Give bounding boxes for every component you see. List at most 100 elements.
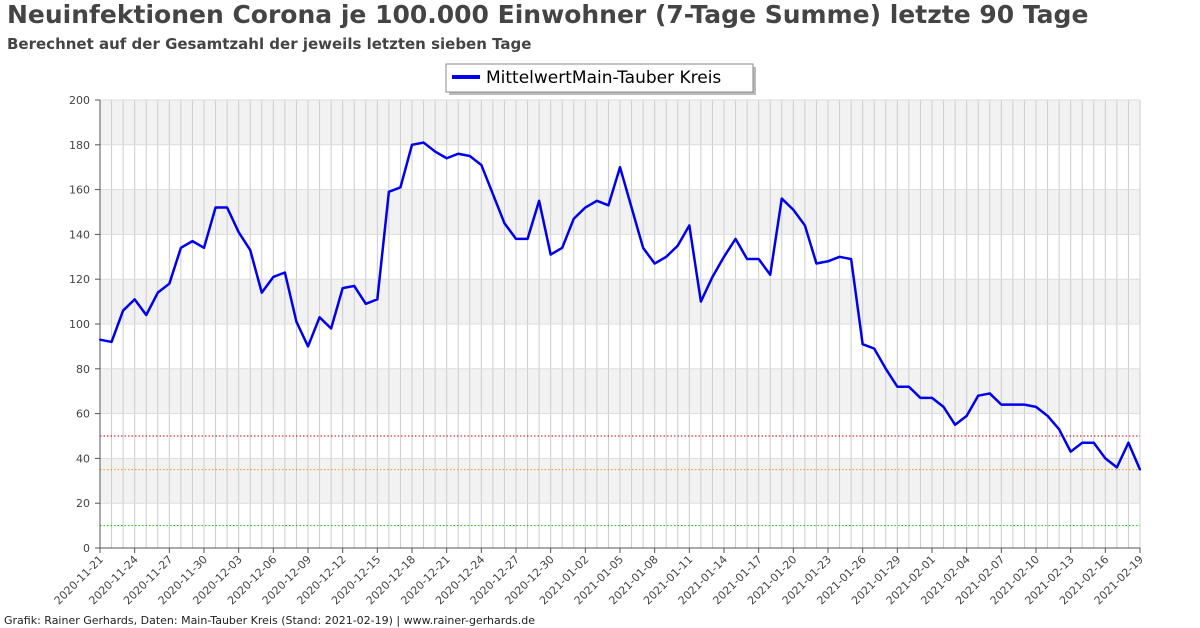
data-point (179, 246, 182, 249)
y-tick-label: 40 (76, 452, 90, 465)
data-point (1139, 468, 1141, 471)
data-point (665, 255, 668, 258)
data-point (376, 298, 379, 301)
data-point (226, 206, 229, 209)
series-group (99, 141, 1142, 471)
data-point (699, 300, 702, 303)
data-point (1069, 450, 1072, 453)
data-point (676, 244, 679, 247)
data-point (723, 255, 725, 258)
data-point (434, 150, 437, 153)
data-point (283, 271, 286, 274)
data-point (457, 152, 460, 155)
grid-lines (99, 99, 1141, 549)
data-point (1046, 414, 1049, 417)
data-point (1011, 403, 1014, 406)
data-point (480, 163, 483, 166)
y-tick-label: 60 (76, 408, 90, 421)
data-point (411, 143, 413, 146)
data-point (133, 298, 136, 301)
data-point (653, 262, 656, 265)
data-point (203, 246, 205, 249)
data-point (249, 249, 252, 252)
data-point (561, 246, 564, 249)
data-point (191, 240, 194, 243)
data-point (422, 141, 425, 144)
data-point (1081, 441, 1084, 444)
data-point (295, 320, 298, 323)
y-axis-ticks: 0 20 40 60 80 100 120 140 160 180 200 (69, 94, 100, 555)
data-point (1115, 466, 1118, 469)
data-point (214, 206, 217, 209)
data-point (1035, 405, 1037, 408)
data-point (757, 258, 760, 261)
footer-credit: Grafik: Rainer Gerhards, Daten: Main-Tau… (4, 614, 536, 627)
data-point (110, 340, 113, 343)
data-point (688, 224, 691, 227)
data-point (919, 396, 922, 399)
data-point (503, 222, 506, 225)
data-point (965, 414, 968, 417)
data-point (468, 155, 471, 157)
data-point (549, 253, 552, 256)
data-point (873, 347, 876, 350)
data-point (515, 237, 517, 240)
data-point (168, 282, 171, 285)
data-point (850, 258, 853, 261)
data-point (145, 314, 148, 317)
data-point (1104, 457, 1107, 460)
data-point (642, 246, 645, 249)
chart-title: Neuinfektionen Corona je 100.000 Einwohn… (7, 0, 1089, 29)
data-point (988, 392, 991, 395)
y-tick-label: 120 (69, 273, 90, 286)
data-point (538, 199, 541, 202)
data-point (387, 190, 390, 193)
data-point (896, 385, 899, 388)
data-point (584, 206, 587, 209)
data-point (954, 423, 957, 426)
x-axis-ticks: 2020-11-212020-11-242020-11-272020-11-30… (52, 548, 1146, 607)
data-point (272, 275, 275, 278)
data-point (1023, 403, 1026, 406)
data-point (307, 345, 309, 348)
data-point (827, 260, 829, 263)
chart-subtitle: Berechnet auf der Gesamtzahl der jeweils… (7, 35, 532, 53)
data-point (780, 197, 783, 200)
data-point (330, 327, 333, 330)
y-tick-label: 20 (76, 497, 90, 510)
y-tick-label: 160 (69, 184, 90, 197)
data-point (769, 273, 772, 276)
y-tick-label: 80 (76, 363, 90, 376)
data-point (1058, 428, 1061, 431)
y-tick-label: 180 (69, 139, 90, 152)
data-point (237, 231, 240, 234)
y-tick-label: 100 (69, 318, 90, 331)
data-point (977, 394, 980, 397)
legend-box (445, 63, 754, 93)
data-point (803, 224, 806, 227)
data-point (746, 258, 749, 261)
legend: MittelwertMain-Tauber Kreis (445, 63, 756, 95)
data-point (734, 237, 737, 240)
data-point (122, 309, 125, 312)
data-point (491, 193, 494, 196)
data-point (99, 338, 101, 341)
data-point (838, 255, 841, 258)
data-point (861, 343, 864, 346)
data-point (526, 237, 529, 240)
data-point (907, 385, 910, 388)
data-point (341, 287, 344, 290)
data-point (260, 291, 263, 294)
data-point (942, 405, 945, 408)
data-point (884, 367, 887, 370)
data-point (931, 396, 933, 399)
data-point (607, 204, 610, 207)
data-point (445, 157, 448, 160)
y-tick-label: 140 (69, 228, 90, 241)
data-point (595, 199, 598, 202)
data-point (630, 206, 633, 209)
y-tick-label: 0 (83, 542, 90, 555)
legend-label: MittelwertMain-Tauber Kreis (486, 68, 721, 88)
data-point (1092, 441, 1095, 444)
